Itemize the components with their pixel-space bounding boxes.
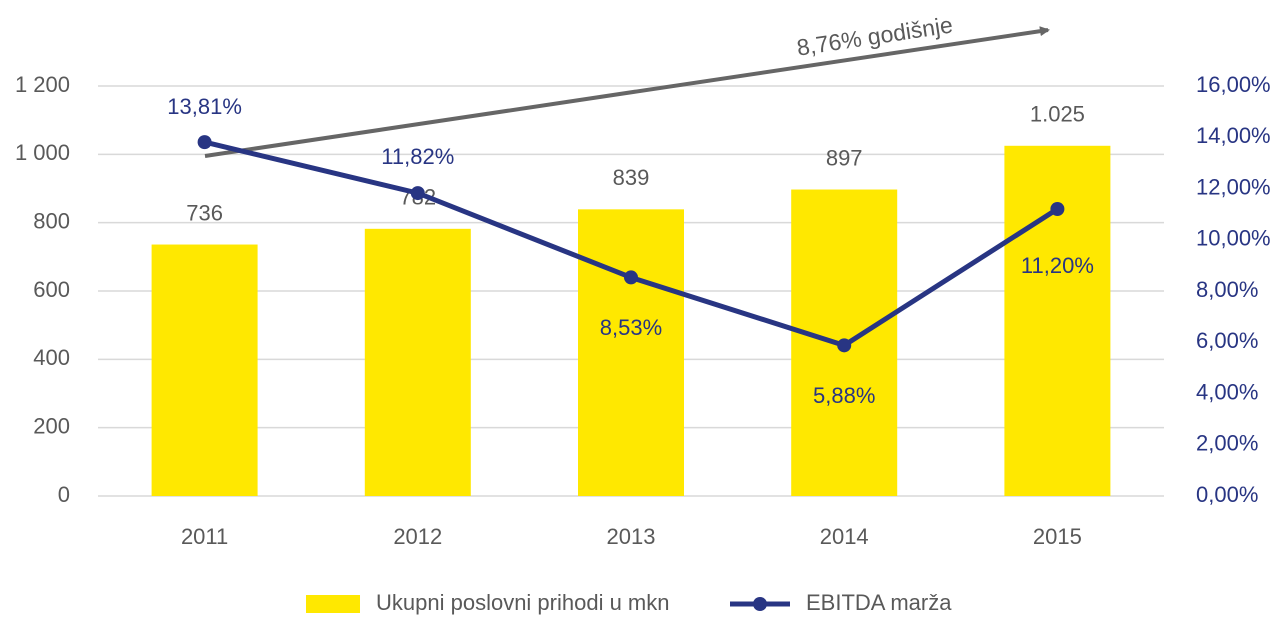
y2-tick-label: 12,00% bbox=[1196, 174, 1271, 199]
line-value-label: 5,88% bbox=[813, 383, 875, 408]
trend-arrow bbox=[204, 26, 1050, 158]
bar bbox=[364, 228, 471, 497]
bar bbox=[151, 244, 258, 496]
y2-tick-label: 10,00% bbox=[1196, 226, 1271, 251]
y2-tick-label: 2,00% bbox=[1196, 431, 1258, 456]
y-tick-label: 200 bbox=[33, 413, 70, 438]
bar-value-label: 839 bbox=[613, 165, 650, 190]
bar-value-label: 736 bbox=[186, 200, 223, 225]
bar-value-label: 1.025 bbox=[1030, 102, 1085, 127]
y2-tick-label: 16,00% bbox=[1196, 72, 1271, 97]
line-value-label: 13,81% bbox=[167, 94, 242, 119]
y-tick-label: 0 bbox=[58, 482, 70, 507]
legend-label: EBITDA marža bbox=[806, 590, 952, 615]
line-value-label: 8,53% bbox=[600, 315, 662, 340]
bar bbox=[578, 209, 684, 496]
y-tick-label: 400 bbox=[33, 345, 70, 370]
y-tick-label: 1 000 bbox=[15, 140, 70, 165]
line-value-label: 11,82% bbox=[381, 144, 454, 169]
x-tick-label: 2011 bbox=[181, 524, 228, 549]
annotation: 8,76% godišnje bbox=[795, 11, 954, 60]
line-point bbox=[410, 186, 425, 201]
legend-label: Ukupni poslovni prihodi u mkn bbox=[376, 590, 670, 615]
line-point bbox=[1050, 202, 1065, 216]
y2-tick-label: 0,00% bbox=[1196, 482, 1258, 507]
legend-swatch bbox=[753, 597, 767, 611]
x-tick-label: 2014 bbox=[820, 524, 869, 549]
x-tick-label: 2012 bbox=[393, 524, 442, 549]
bar-value-label: 897 bbox=[826, 145, 863, 170]
y2-tick-label: 14,00% bbox=[1196, 123, 1271, 148]
y-tick-label: 600 bbox=[33, 277, 70, 302]
line-point bbox=[624, 270, 638, 285]
y2-tick-label: 6,00% bbox=[1196, 328, 1258, 353]
y2-tick-label: 8,00% bbox=[1196, 277, 1258, 302]
x-tick-label: 2013 bbox=[607, 524, 656, 549]
line-point bbox=[837, 338, 852, 353]
y-tick-label: 800 bbox=[33, 208, 70, 233]
legend-swatch bbox=[306, 595, 360, 613]
y-tick-label: 1 200 bbox=[15, 72, 70, 97]
line-value-label: 11,20% bbox=[1021, 253, 1094, 278]
line-point bbox=[197, 135, 212, 150]
bar bbox=[1004, 145, 1111, 496]
x-tick-label: 2015 bbox=[1033, 524, 1082, 549]
y2-tick-label: 4,00% bbox=[1196, 379, 1258, 404]
